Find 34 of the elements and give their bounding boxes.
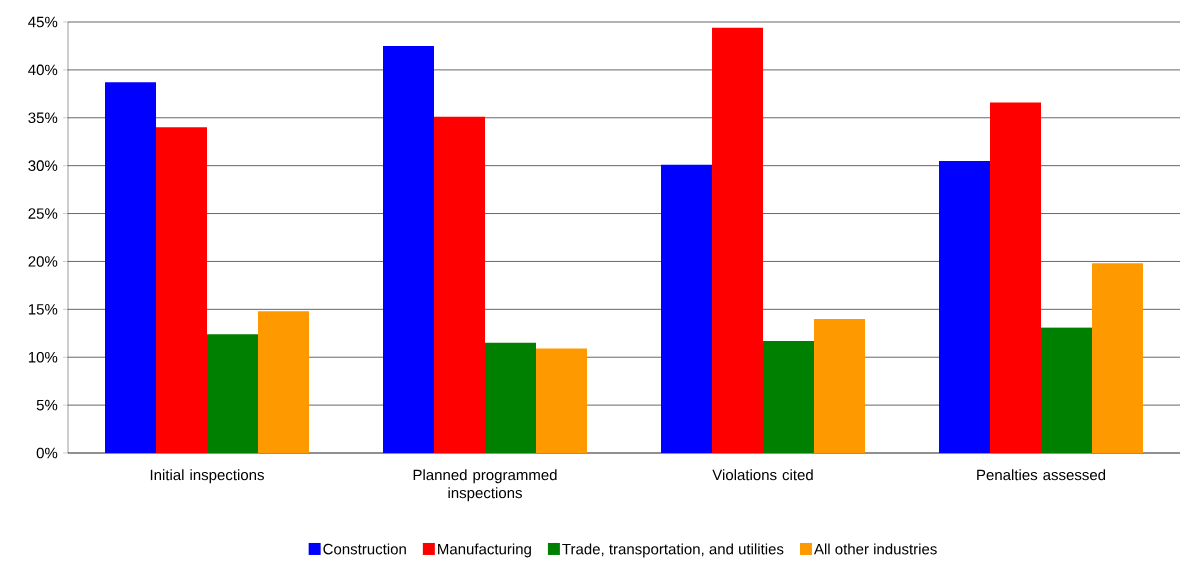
bar bbox=[990, 102, 1042, 453]
x-tick-label: Planned programmed inspections bbox=[413, 469, 557, 502]
x-tick-label: Violations cited bbox=[712, 469, 813, 481]
bar bbox=[258, 311, 309, 453]
y-tick-label: 15% bbox=[28, 304, 58, 315]
bar bbox=[434, 116, 486, 453]
bar bbox=[1092, 263, 1144, 453]
bar bbox=[207, 334, 259, 453]
y-tick-label: 5% bbox=[36, 399, 58, 411]
legend-label: Manufacturing bbox=[438, 543, 531, 558]
bar bbox=[763, 340, 815, 453]
bar bbox=[536, 348, 588, 453]
bar bbox=[661, 164, 713, 453]
x-tick-label: Initial inspections bbox=[150, 469, 264, 484]
y-tick-label: 0% bbox=[36, 447, 58, 459]
bar bbox=[156, 127, 207, 453]
bar bbox=[1041, 327, 1093, 453]
y-tick-label: 25% bbox=[28, 208, 58, 219]
bar bbox=[712, 27, 764, 453]
x-tick-label: Penalties assessed bbox=[977, 469, 1106, 481]
bar bbox=[485, 342, 537, 453]
y-tick-label: 10% bbox=[28, 351, 58, 363]
legend-label: All other industries bbox=[814, 543, 937, 555]
y-tick-label: 20% bbox=[28, 256, 58, 267]
legend-label: Trade, transportation, and utilities bbox=[562, 543, 784, 558]
y-tick-label: 40% bbox=[28, 64, 58, 76]
bar bbox=[814, 318, 866, 453]
bar bbox=[939, 160, 991, 453]
legend-label: Construction bbox=[323, 543, 406, 555]
bar bbox=[105, 82, 156, 453]
bar bbox=[383, 45, 435, 453]
y-tick-label: 35% bbox=[28, 112, 58, 124]
y-tick-label: 45% bbox=[28, 16, 58, 28]
y-tick-label: 30% bbox=[28, 160, 58, 171]
